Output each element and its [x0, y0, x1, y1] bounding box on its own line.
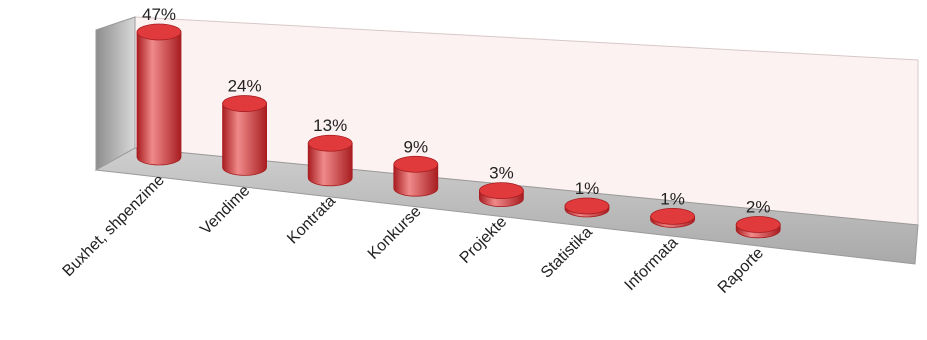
bar-top [478, 182, 524, 200]
category-label: Raporte [715, 245, 767, 297]
bar-3 [307, 134, 353, 187]
bars [136, 23, 781, 239]
bar-1 [136, 23, 182, 166]
category-label: Konkurse [365, 203, 425, 263]
value-label: 9% [404, 137, 429, 156]
value-label: 1% [660, 189, 685, 208]
bar-2 [222, 95, 268, 176]
value-label: 3% [489, 164, 514, 183]
value-label: 47% [142, 5, 176, 24]
bar-4 [393, 155, 439, 197]
value-labels: 47% 24% 13% 9% 3% 1% 1% 2% [142, 5, 771, 216]
left-wall [95, 16, 136, 171]
bar-top [564, 197, 610, 215]
bar-top [136, 23, 182, 41]
value-label: 2% [746, 197, 771, 216]
bar-top [222, 95, 268, 112]
category-label: Kontrata [284, 193, 339, 248]
bar-body [222, 103, 267, 176]
bar-body [307, 142, 353, 187]
bar-top [393, 155, 439, 173]
bar-6 [564, 197, 610, 218]
category-label: Vendime [197, 182, 253, 238]
bar-7 [650, 207, 695, 228]
bar-5 [478, 182, 524, 207]
value-label: 1% [575, 179, 600, 198]
bar-body [393, 163, 439, 197]
bar-top [650, 207, 695, 225]
bar-top [735, 216, 781, 233]
bar-8 [735, 216, 781, 239]
category-label: Projekte [457, 213, 511, 267]
category-label: Statistika [538, 224, 596, 282]
value-label: 13% [313, 116, 347, 135]
category-label: Buxhet, shpenzime [60, 172, 168, 280]
category-label: Informata [622, 234, 682, 294]
bar-body [136, 31, 182, 166]
bar-top [307, 134, 353, 152]
value-label: 24% [228, 77, 262, 96]
